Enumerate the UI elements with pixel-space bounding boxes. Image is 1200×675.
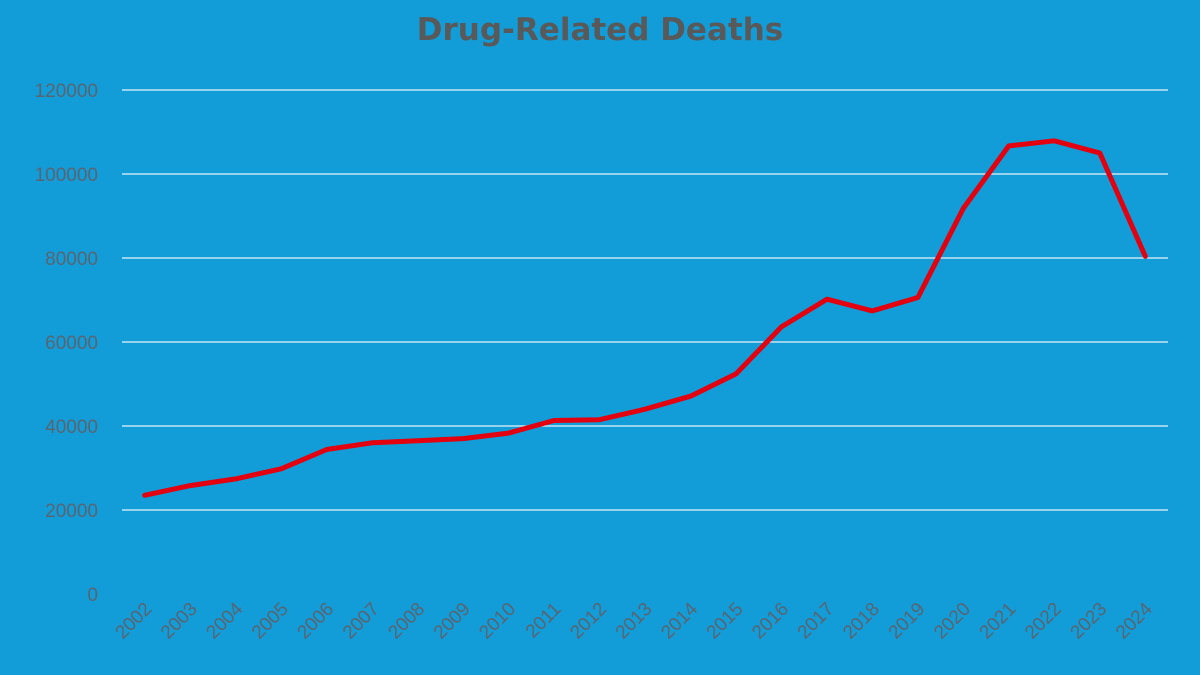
chart-title: Drug-Related Deaths [416,12,784,48]
x-tick-label: 2021 [976,599,1021,644]
x-tick-label: 2023 [1067,599,1112,644]
y-tick-label: 80000 [45,249,98,270]
y-tick-label: 20000 [45,501,98,522]
x-tick-label: 2020 [930,599,975,644]
x-tick-label: 2013 [612,599,657,644]
series-line [142,138,1148,498]
x-tick-label: 2018 [839,599,884,644]
x-tick-label: 2002 [112,599,157,644]
x-tick-label: 2015 [703,599,748,644]
x-tick-label: 2017 [794,599,839,644]
x-tick-label: 2014 [657,598,702,643]
x-tick-label: 2009 [430,599,475,644]
x-tick-label: 2006 [293,599,338,644]
x-tick-label: 2008 [384,599,429,644]
x-tick-label: 2003 [157,599,202,644]
x-tick-label: 2010 [475,599,520,644]
y-tick-label: 0 [87,585,98,606]
x-tick-label: 2022 [1021,599,1066,644]
x-tick-label: 2012 [566,599,611,644]
x-tick-label: 2011 [522,599,566,643]
y-tick-label: 40000 [45,417,98,438]
x-tick-label: 2004 [202,598,247,643]
x-tick-label: 2005 [248,599,293,644]
y-tick-label: 100000 [35,165,98,186]
x-tick-label: 2024 [1112,598,1157,643]
x-tick-label: 2016 [748,599,793,644]
x-tick-label: 2007 [339,599,384,644]
y-tick-label: 120000 [35,81,98,102]
x-tick-label: 2019 [885,599,930,644]
y-tick-label: 60000 [45,333,98,354]
